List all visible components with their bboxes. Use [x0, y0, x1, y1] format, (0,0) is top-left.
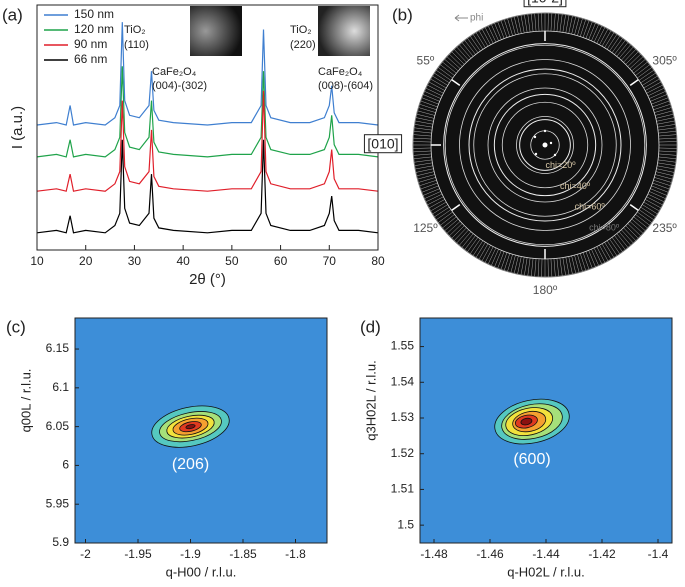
x-tick-label: 80 — [371, 254, 385, 268]
peak-annotation: CaFe₂O₄ — [318, 66, 363, 78]
y-tick-label: 1.52 — [391, 446, 415, 460]
panel-label: (c) — [6, 317, 26, 336]
y-axis-label: q3H02L / r.l.u. — [363, 360, 378, 440]
inset-image — [318, 6, 370, 56]
phi-label: 55º — [417, 53, 435, 67]
peak-annotation: (220) — [290, 39, 316, 51]
x-axis-label: q-H00 / r.l.u. — [166, 564, 237, 579]
x-axis-label: q-H02L / r.l.u. — [507, 564, 585, 579]
phi-label: 125º — [413, 221, 438, 235]
phi-arrow — [455, 15, 468, 21]
legend-label: 90 nm — [74, 37, 107, 51]
x-tick-label: 20 — [79, 254, 93, 268]
x-tick-label: 30 — [128, 254, 142, 268]
y-tick-label: 1.54 — [391, 374, 415, 388]
panel-label: (a) — [2, 5, 23, 24]
diffraction-spot — [554, 154, 556, 156]
x-tick-label: -1.4 — [648, 547, 669, 561]
inset-image — [190, 6, 242, 56]
diffraction-spot — [535, 153, 537, 155]
x-tick-label: 70 — [323, 254, 337, 268]
peak-annotation: (110) — [124, 39, 149, 51]
chi-label: chi=60º — [575, 202, 606, 212]
data-line — [37, 91, 378, 191]
chi-label: chi=80º — [589, 222, 620, 232]
y-axis-label: q00L / r.l.u. — [18, 369, 33, 433]
phi-label: [10-2] — [527, 0, 563, 6]
legend-label: 66 nm — [74, 52, 107, 66]
x-tick-label: -2 — [80, 547, 91, 561]
y-tick-label: 5.95 — [46, 496, 70, 510]
x-tick-label: -1.9 — [180, 547, 201, 561]
diffraction-spot — [550, 142, 552, 144]
y-tick-label: 1.55 — [391, 339, 415, 353]
phi-axis-label: phi — [470, 13, 483, 24]
diffraction-spot — [543, 143, 548, 148]
diffraction-spot — [544, 130, 546, 132]
phi-label: [010] — [367, 136, 398, 152]
y-axis-label: I (a.u.) — [9, 106, 26, 149]
x-tick-label: -1.48 — [420, 547, 448, 561]
x-tick-label: -1.44 — [532, 547, 560, 561]
peak-label: (206) — [172, 456, 209, 473]
x-tick-label: -1.95 — [124, 547, 152, 561]
phi-label: 235º — [652, 221, 677, 235]
y-tick-label: 6.15 — [46, 341, 70, 355]
peak-annotation: TiO₂ — [124, 24, 146, 36]
phi-label: 180º — [533, 283, 558, 297]
y-tick-label: 5.9 — [52, 535, 69, 549]
legend-label: 150 nm — [74, 7, 114, 21]
panel-label: (b) — [392, 5, 413, 24]
y-tick-label: 6 — [62, 458, 69, 472]
x-tick-label: -1.42 — [588, 547, 616, 561]
peak-annotation: CaFe₂O₄ — [152, 66, 197, 78]
peak-annotation: (008)-(604) — [318, 80, 373, 92]
y-tick-label: 6.05 — [46, 419, 70, 433]
x-tick-label: 10 — [30, 254, 44, 268]
x-tick-label: -1.85 — [229, 547, 257, 561]
x-tick-label: 40 — [176, 254, 190, 268]
chi-label: chi=20º — [546, 160, 577, 170]
y-tick-label: 6.1 — [52, 380, 69, 394]
x-tick-label: 50 — [225, 254, 239, 268]
phi-label: 305º — [652, 53, 677, 67]
diffraction-spot — [534, 136, 536, 138]
x-tick-label: -1.46 — [476, 547, 504, 561]
y-tick-label: 1.5 — [397, 517, 414, 531]
legend-label: 120 nm — [74, 22, 114, 36]
peak-label: (600) — [513, 451, 550, 468]
peak-annotation: (004)-(302) — [152, 80, 207, 92]
pole-figure: chi=20º chi=40º chi=60º chi=80º — [413, 13, 677, 277]
panel-label: (d) — [360, 317, 381, 336]
x-axis-label: 2θ (°) — [189, 271, 226, 288]
y-tick-label: 1.51 — [391, 482, 415, 496]
x-tick-label: -1.8 — [285, 547, 306, 561]
chi-label: chi=40º — [560, 181, 591, 191]
x-tick-label: 60 — [274, 254, 288, 268]
data-line — [37, 140, 378, 233]
peak-annotation: TiO₂ — [290, 24, 312, 36]
y-tick-label: 1.53 — [391, 410, 415, 424]
